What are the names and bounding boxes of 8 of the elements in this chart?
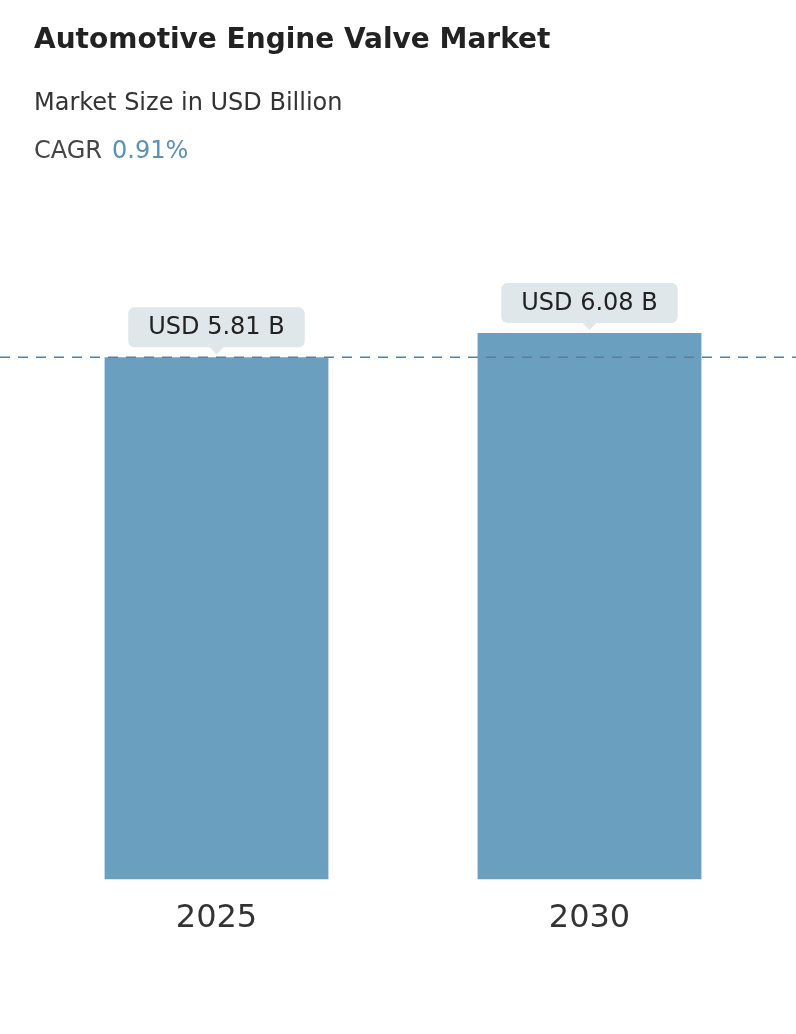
- x-tick-label: 2030: [548, 897, 631, 936]
- data-label: USD 5.81 B: [148, 312, 285, 341]
- text: 0.91%: [112, 136, 189, 164]
- chart-title: Automotive Engine Valve Market: [34, 22, 551, 55]
- data-label: USD 6.08 B: [521, 288, 658, 317]
- x-tick-label: 2025: [175, 897, 258, 936]
- chart-subtitle: Market Size in USD Billion: [34, 88, 343, 116]
- text: CAGR: [34, 136, 103, 164]
